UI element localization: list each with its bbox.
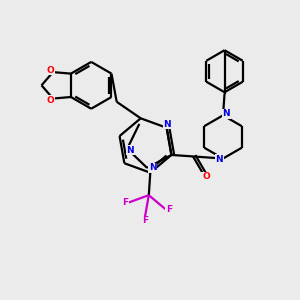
Text: O: O [47, 96, 55, 105]
Text: F: F [166, 205, 172, 214]
Text: N: N [216, 154, 223, 164]
Text: O: O [202, 172, 210, 181]
Text: N: N [149, 164, 156, 172]
Text: N: N [164, 120, 171, 129]
Text: N: N [126, 146, 134, 155]
Text: F: F [122, 198, 128, 207]
Text: N: N [222, 109, 230, 118]
Text: O: O [47, 65, 55, 74]
Text: F: F [142, 217, 148, 226]
